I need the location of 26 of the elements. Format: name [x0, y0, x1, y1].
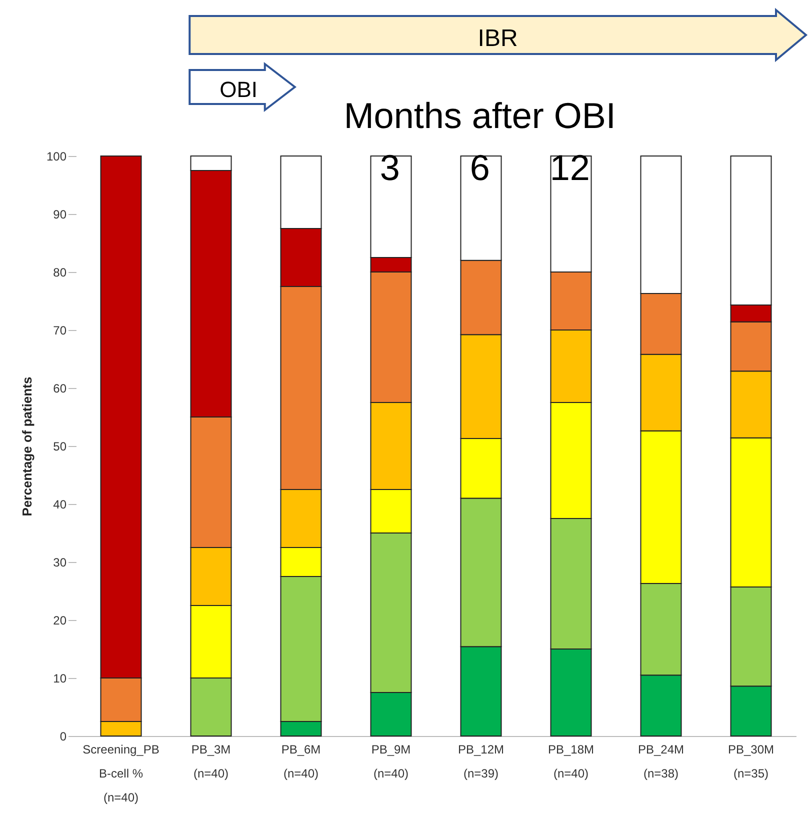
x-tick-label: PB_30M (n=35): [728, 742, 774, 780]
y-tick-label: 0: [60, 730, 67, 744]
x-tick-label: PB_6M (n=40): [281, 742, 321, 780]
y-tick-label: 70: [53, 324, 67, 338]
annotation: 3: [380, 147, 400, 188]
y-tick-label: 80: [53, 266, 67, 280]
y-tick-label: 50: [53, 440, 67, 454]
y-tick-label: 40: [53, 498, 67, 512]
y-tick-label: 20: [53, 614, 67, 628]
y-tick-label: 10: [53, 672, 67, 686]
y-tick-label: 60: [53, 382, 67, 396]
annotation: 12: [550, 147, 590, 188]
x-tick-label: PB_24M (n=38): [638, 742, 684, 780]
y-tick-label: 30: [53, 556, 67, 570]
y-tick-label: 90: [53, 208, 67, 222]
x-tick-label: PB_9M (n=40): [371, 742, 411, 780]
x-tick-label: PB_18M (n=40): [548, 742, 594, 780]
text: OBI: [220, 77, 258, 102]
text: IBR: [478, 25, 518, 52]
x-tick-label: PB_3M (n=40): [191, 742, 231, 780]
y-tick-label: 100: [46, 150, 67, 164]
x-tick-label: PB_12M (n=39): [458, 742, 504, 780]
text: Months after OBI: [344, 95, 616, 136]
x-tick-label: Screening_PB B-cell % (n=40): [82, 742, 160, 804]
annotation: 6: [470, 147, 490, 188]
y-axis-title: Percentage of patients: [19, 376, 34, 516]
